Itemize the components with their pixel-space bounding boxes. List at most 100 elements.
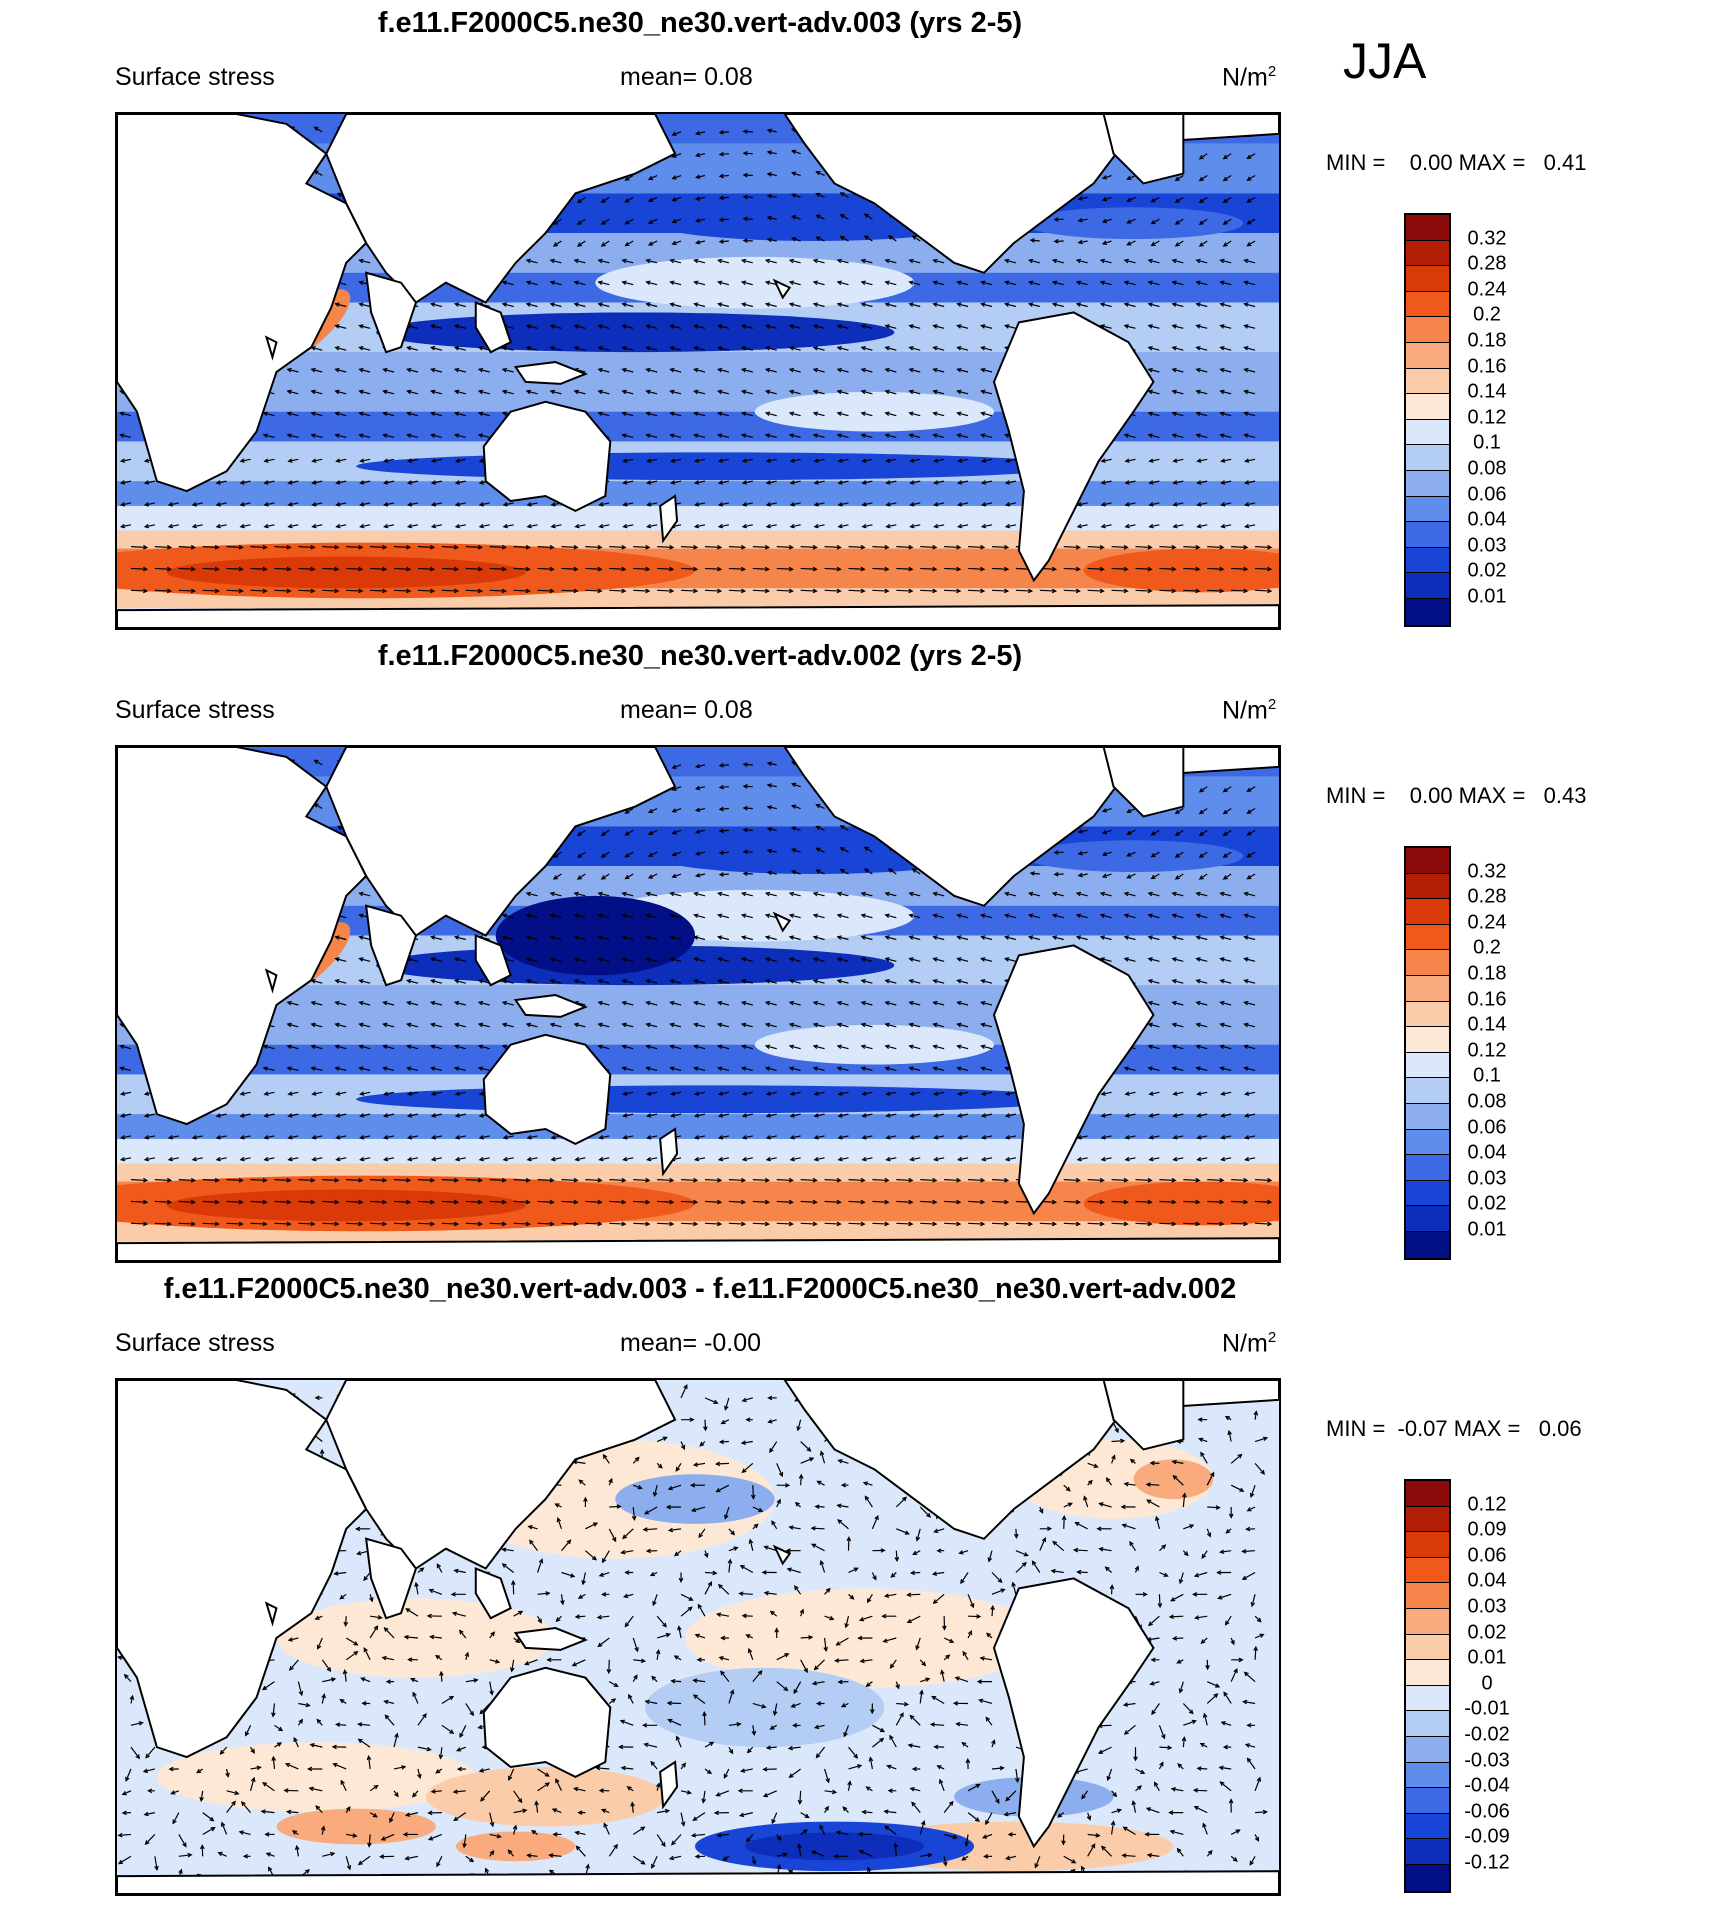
panel-2-colorbar (1404, 846, 1451, 1260)
colorbar-swatch (1406, 598, 1449, 625)
panel-3-variable: Surface stress (115, 1329, 275, 1357)
colorbar-swatch (1406, 1078, 1449, 1104)
colorbar-swatch (1406, 547, 1449, 574)
colorbar-swatch (1406, 848, 1449, 874)
panel-2-minmax: MIN = 0.00 MAX = 0.43 (1326, 783, 1587, 808)
colorbar-swatch (1406, 368, 1449, 395)
colorbar-swatch (1406, 1001, 1449, 1028)
panel-1-map-graphic (117, 114, 1279, 628)
colorbar-swatch (1406, 924, 1449, 951)
colorbar-swatch (1406, 975, 1449, 1002)
colorbar-tick-label: 0.02 (1467, 1621, 1507, 1644)
panel-3-map (115, 1378, 1281, 1896)
colorbar-tick-label: 0.04 (1467, 1141, 1507, 1164)
colorbar-swatch (1406, 1129, 1449, 1156)
colorbar-swatch (1406, 470, 1449, 497)
colorbar-tick-label: 0.04 (1467, 1569, 1507, 1592)
colorbar-swatch (1406, 1736, 1449, 1763)
colorbar-swatch (1406, 1608, 1449, 1635)
colorbar-swatch (1406, 445, 1449, 471)
colorbar-swatch (1406, 1839, 1449, 1865)
colorbar-tick-label: 0.16 (1467, 988, 1507, 1011)
colorbar-swatch (1406, 899, 1449, 925)
colorbar-swatch (1406, 1557, 1449, 1584)
colorbar-tick-label: 0.14 (1467, 1013, 1507, 1036)
colorbar-swatch (1406, 342, 1449, 369)
panel-3-map-graphic (117, 1380, 1279, 1894)
colorbar-swatch (1406, 873, 1449, 900)
colorbar-swatch (1406, 1027, 1449, 1053)
colorbar-tick-label: 0.04 (1467, 508, 1507, 531)
colorbar-tick-label: -0.04 (1464, 1774, 1510, 1797)
colorbar-tick-label: 0.02 (1467, 1192, 1507, 1215)
colorbar-tick-label: 0.01 (1467, 585, 1507, 608)
colorbar-tick-label: -0.09 (1464, 1825, 1510, 1848)
colorbar-tick-label: 0 (1481, 1672, 1493, 1695)
colorbar-tick-label: 0.06 (1467, 1544, 1507, 1567)
colorbar-tick-label: 0.12 (1467, 1039, 1507, 1062)
colorbar-tick-label: 0.01 (1467, 1646, 1507, 1669)
colorbar-tick-label: 0.16 (1467, 355, 1507, 378)
colorbar-tick-label: 0.01 (1467, 1218, 1507, 1241)
panel-3-title: f.e11.F2000C5.ne30_ne30.vert-adv.003 - f… (163, 1273, 1237, 1305)
colorbar-swatch (1406, 1180, 1449, 1207)
colorbar-tick-label: 0.14 (1467, 380, 1507, 403)
colorbar-tick-label: -0.03 (1464, 1749, 1510, 1772)
colorbar-tick-label: 0.28 (1467, 252, 1507, 275)
colorbar-swatch (1406, 496, 1449, 523)
colorbar-tick-label: 0.03 (1467, 534, 1507, 557)
colorbar-swatch (1406, 1788, 1449, 1814)
colorbar-tick-label: 0.18 (1467, 329, 1507, 352)
panel-3-mean: mean= -0.00 (620, 1329, 762, 1357)
colorbar-tick-label: -0.06 (1464, 1800, 1510, 1823)
panel-2-map (115, 745, 1281, 1263)
colorbar-tick-label: -0.01 (1464, 1697, 1510, 1720)
colorbar-tick-label: 0.24 (1467, 278, 1507, 301)
panel-1-colorbar (1404, 213, 1451, 627)
colorbar-swatch (1406, 522, 1449, 548)
colorbar-tick-label: -0.02 (1464, 1723, 1510, 1746)
panel-3-colorbar (1404, 1479, 1451, 1893)
colorbar-tick-label: 0.12 (1467, 406, 1507, 429)
colorbar-tick-label: 0.08 (1467, 1090, 1507, 1113)
colorbar-swatch (1406, 1685, 1449, 1712)
colorbar-tick-label: 0.06 (1467, 483, 1507, 506)
colorbar-swatch (1406, 1231, 1449, 1258)
colorbar-tick-label: 0.08 (1467, 457, 1507, 480)
panel-2-units: N/m2 (1222, 696, 1277, 725)
colorbar-swatch (1406, 1481, 1449, 1507)
colorbar-tick-label: 0.03 (1467, 1595, 1507, 1618)
colorbar-tick-label: 0.1 (1473, 431, 1501, 454)
colorbar-swatch (1406, 419, 1449, 446)
colorbar-tick-label: 0.18 (1467, 962, 1507, 985)
colorbar-swatch (1406, 1532, 1449, 1558)
panel-2-variable: Surface stress (115, 696, 275, 724)
panel-1-map (115, 112, 1281, 630)
colorbar-tick-label: 0.2 (1473, 936, 1501, 959)
colorbar-swatch (1406, 1206, 1449, 1232)
colorbar-tick-label: 0.1 (1473, 1064, 1501, 1087)
colorbar-tick-label: 0.28 (1467, 885, 1507, 908)
colorbar-tick-label: -0.12 (1464, 1851, 1510, 1874)
colorbar-tick-label: 0.03 (1467, 1167, 1507, 1190)
colorbar-swatch (1406, 1634, 1449, 1661)
panel-1-units: N/m2 (1222, 63, 1277, 92)
panel-2-map-graphic (117, 747, 1279, 1261)
colorbar-swatch (1406, 1583, 1449, 1609)
colorbar-tick-label: 0.02 (1467, 559, 1507, 582)
season-label: JJA (1343, 33, 1427, 89)
colorbar-swatch (1406, 1155, 1449, 1181)
colorbar-tick-label: 0.32 (1467, 860, 1507, 883)
colorbar-swatch (1406, 1762, 1449, 1789)
panel-1-minmax: MIN = 0.00 MAX = 0.41 (1326, 150, 1587, 175)
colorbar-swatch (1406, 1052, 1449, 1079)
panel-1-mean: mean= 0.08 (620, 63, 753, 91)
panel-3-minmax: MIN = -0.07 MAX = 0.06 (1326, 1416, 1582, 1441)
panel-2-mean: mean= 0.08 (620, 696, 753, 724)
colorbar-swatch (1406, 1711, 1449, 1737)
colorbar-swatch (1406, 291, 1449, 318)
colorbar-swatch (1406, 240, 1449, 267)
panel-3-units: N/m2 (1222, 1329, 1277, 1358)
colorbar-swatch (1406, 1660, 1449, 1686)
colorbar-swatch (1406, 1506, 1449, 1533)
